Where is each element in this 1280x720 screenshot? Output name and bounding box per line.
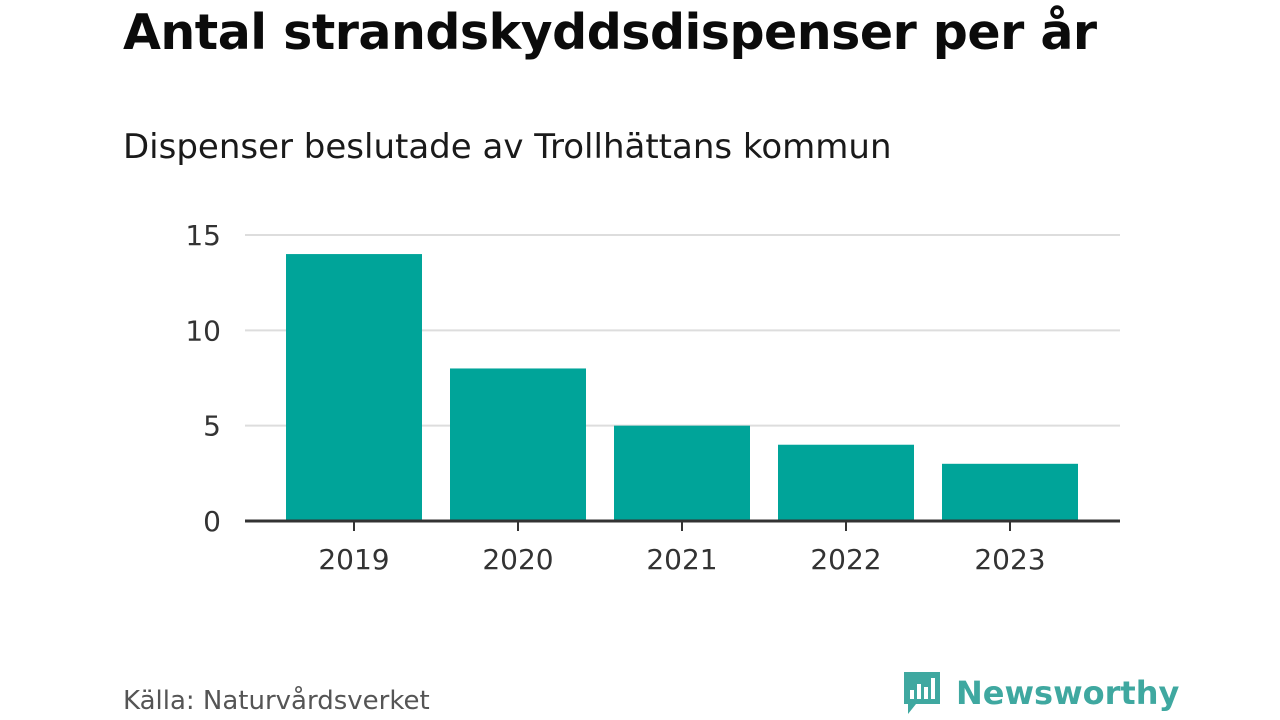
axes: 0 5 10 15 2019 2020 2021 2022 2023 [185,219,1120,576]
bar-2020 [450,368,586,521]
chart-title: Antal strandskyddsdispenser per år [123,4,1097,61]
bar-2022 [778,444,914,521]
x-tick-label-2020: 2020 [482,543,553,576]
bar-2023 [942,463,1078,521]
x-tick-label-2022: 2022 [810,543,881,576]
y-tick-label-0: 0 [203,505,221,538]
y-tick-label-15: 15 [185,219,221,252]
x-tick-label-2019: 2019 [318,543,389,576]
brand-name: Newsworthy [956,674,1180,712]
y-tick-label-10: 10 [185,314,221,347]
bar-2019 [286,254,422,522]
x-tick-label-2021: 2021 [646,543,717,576]
y-tick-label-5: 5 [203,410,221,443]
bar-2021 [614,425,750,521]
chart-subtitle: Dispenser beslutade av Trollhättans komm… [123,127,892,167]
brand-logo: Newsworthy [902,670,1179,716]
newsworthy-logo-icon [904,672,940,714]
x-tick-label-2023: 2023 [974,543,1045,576]
bars [286,254,1078,522]
source-note: Källa: Naturvårdsverket [123,686,430,716]
